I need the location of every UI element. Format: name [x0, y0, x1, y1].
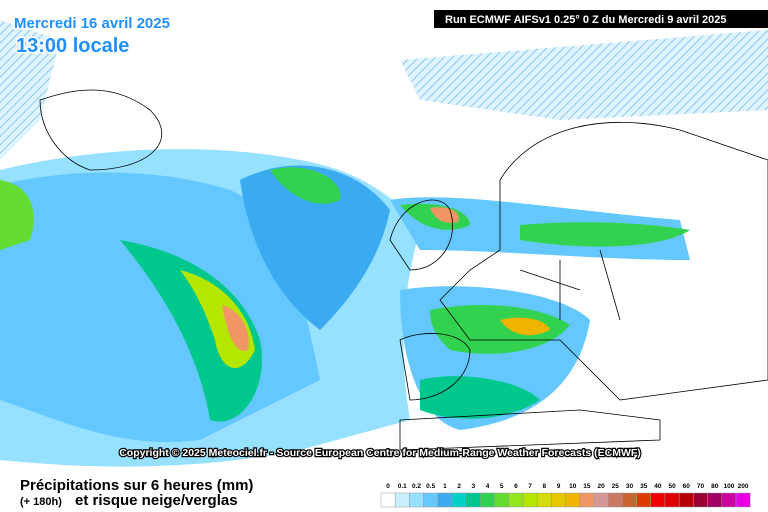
forecast-lead: (+ 180h) [20, 496, 62, 508]
scale-label: 20 [597, 483, 605, 490]
scale-label: 70 [697, 483, 705, 490]
scale-swatch [693, 492, 708, 508]
scale-label: 9 [557, 483, 561, 490]
scale-swatch [423, 492, 439, 508]
run-banner [434, 10, 768, 28]
scale-label: 8 [542, 483, 546, 490]
scale-label: 25 [612, 483, 620, 490]
coastlines [39, 89, 768, 451]
scale-label: 60 [683, 483, 691, 490]
scale-label: 0 [386, 483, 390, 490]
scale-swatch [735, 492, 751, 508]
scale-label: 0.2 [412, 483, 421, 490]
scale-swatch [522, 492, 538, 508]
scale-swatch [636, 492, 652, 508]
precip-field [0, 20, 768, 467]
scale-swatch [664, 492, 680, 508]
footer-title: Précipitations sur 6 heures (mm) [20, 477, 253, 494]
forecast-time: 13:00 locale [16, 35, 129, 57]
scale-swatch [465, 492, 481, 508]
scale-swatch [707, 492, 723, 508]
scale-swatch [451, 492, 467, 508]
color-scale: 0 0.1 0.2 0.5 1 2 3 4 5 6 7 8 9 10 15 20 25 30 35 40 50 60 70 8… [380, 483, 751, 508]
scale-swatch [494, 492, 510, 508]
scale-label: 35 [640, 483, 648, 490]
scale-swatch [394, 492, 410, 508]
scale-swatch [593, 492, 609, 508]
scale-label: 7 [528, 483, 532, 490]
scale-swatch [579, 492, 595, 508]
scale-swatch [437, 492, 453, 508]
scale-label: 100 [723, 483, 734, 490]
scale-label: 40 [654, 483, 662, 490]
scale-swatch [721, 492, 737, 508]
scale-swatch [536, 492, 552, 508]
run-info: Run ECMWF AIFSv1 0.25° 0 Z du Mercredi 9… [445, 14, 727, 26]
footer-subtitle: et risque neige/verglas [75, 492, 238, 509]
scale-swatch [380, 492, 396, 508]
scale-label: 50 [668, 483, 676, 490]
scale-label: 200 [738, 483, 749, 490]
scale-swatch [409, 492, 424, 508]
scale-label: 0.5 [426, 483, 435, 490]
scale-swatch [607, 492, 623, 508]
scale-label: 10 [569, 483, 577, 490]
scale-swatch [480, 492, 495, 508]
scale-swatch [508, 492, 524, 508]
scale-label: 30 [626, 483, 634, 490]
scale-label: 3 [471, 483, 475, 490]
scale-swatch [551, 492, 566, 508]
scale-swatch [678, 492, 694, 508]
scale-label: 2 [457, 483, 461, 490]
scale-label: 1 [443, 483, 447, 490]
scale-swatch [622, 492, 637, 508]
scale-label: 5 [500, 483, 504, 490]
scale-label: 4 [486, 483, 490, 490]
scale-label: 6 [514, 483, 518, 490]
scale-swatch [565, 492, 581, 508]
copyright: Copyright © 2025 Meteociel.fr - Source E… [119, 447, 641, 459]
scale-label: 80 [711, 483, 719, 490]
scale-label: 0.1 [398, 483, 407, 490]
forecast-date: Mercredi 16 avril 2025 [14, 15, 170, 32]
scale-label: 15 [583, 483, 591, 490]
scale-swatch [650, 492, 666, 508]
